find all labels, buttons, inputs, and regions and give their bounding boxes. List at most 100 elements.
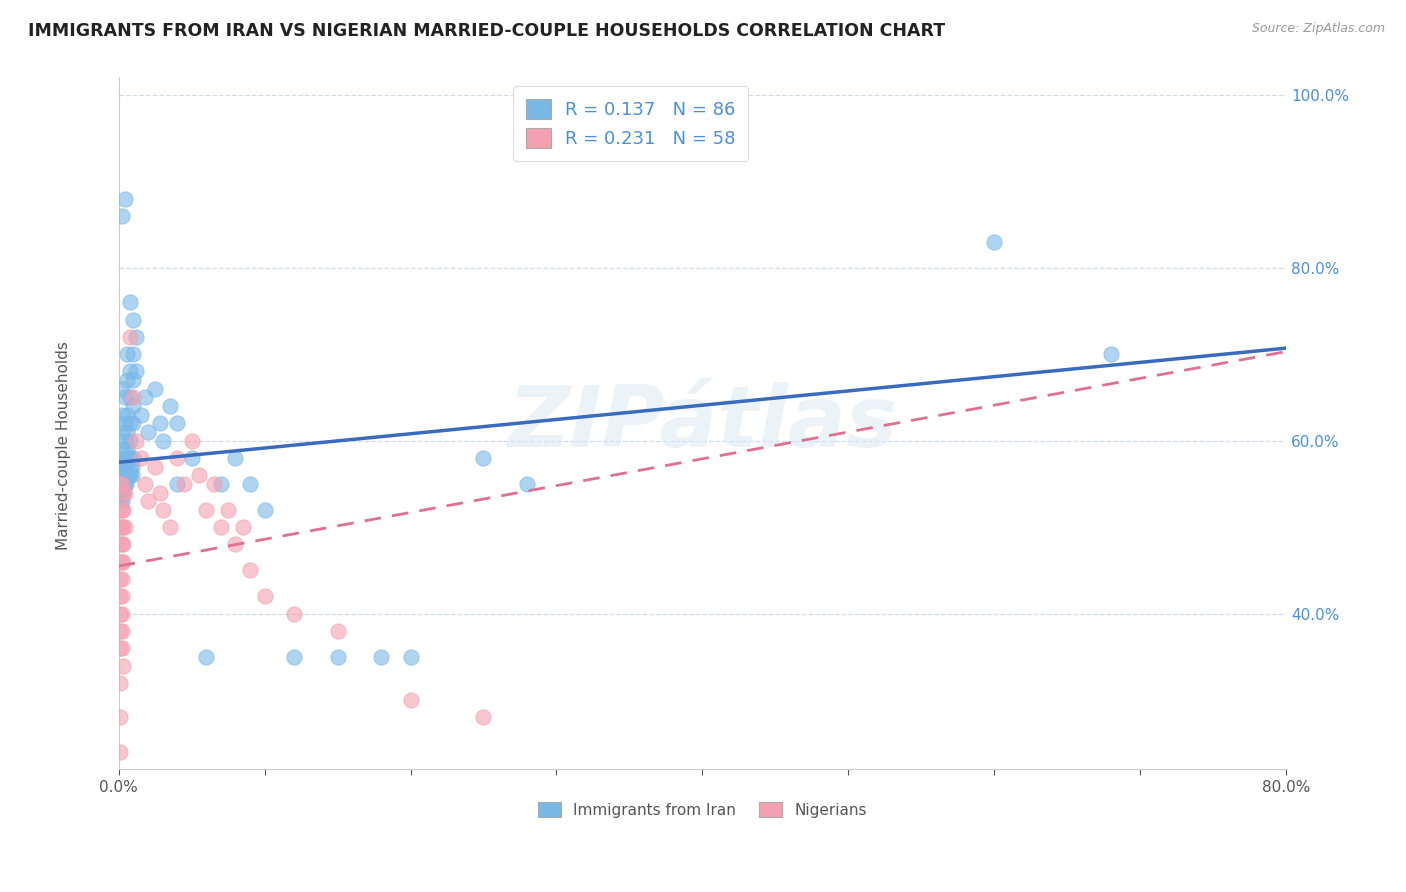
- Point: [114, 434, 136, 448]
- Point: [114, 192, 136, 206]
- Point: [111, 468, 134, 483]
- Point: [399, 693, 422, 707]
- Point: [180, 434, 202, 448]
- Point: [117, 425, 139, 439]
- Point: [472, 710, 495, 724]
- Point: [149, 485, 172, 500]
- Point: [108, 641, 131, 656]
- Point: [111, 485, 134, 500]
- Point: [283, 607, 305, 621]
- Point: [112, 555, 135, 569]
- Point: [125, 364, 148, 378]
- Point: [209, 520, 232, 534]
- Point: [166, 450, 188, 465]
- Point: [134, 476, 156, 491]
- Point: [152, 503, 174, 517]
- Point: [111, 555, 134, 569]
- Point: [326, 649, 349, 664]
- Point: [239, 563, 262, 577]
- Point: [114, 417, 136, 431]
- Point: [136, 425, 159, 439]
- Point: [253, 590, 276, 604]
- Point: [111, 572, 134, 586]
- Point: [122, 391, 145, 405]
- Point: [115, 468, 138, 483]
- Point: [117, 347, 139, 361]
- Point: [111, 459, 134, 474]
- Point: [108, 476, 131, 491]
- Point: [143, 459, 166, 474]
- Point: [217, 503, 239, 517]
- Point: [134, 391, 156, 405]
- Point: [120, 468, 142, 483]
- Point: [111, 607, 134, 621]
- Point: [188, 468, 211, 483]
- Point: [117, 450, 139, 465]
- Point: [111, 641, 134, 656]
- Point: [111, 408, 134, 422]
- Point: [115, 476, 138, 491]
- Point: [108, 745, 131, 759]
- Point: [111, 590, 134, 604]
- Point: [108, 555, 131, 569]
- Point: [111, 209, 134, 223]
- Point: [114, 391, 136, 405]
- Point: [112, 658, 135, 673]
- Point: [253, 503, 276, 517]
- Point: [108, 468, 131, 483]
- Point: [111, 537, 134, 551]
- Point: [108, 494, 131, 508]
- Point: [111, 503, 134, 517]
- Point: [114, 468, 136, 483]
- Point: [121, 468, 143, 483]
- Point: [516, 476, 538, 491]
- Point: [283, 649, 305, 664]
- Point: [120, 417, 142, 431]
- Point: [159, 399, 181, 413]
- Point: [112, 537, 135, 551]
- Point: [120, 391, 142, 405]
- Point: [111, 476, 134, 491]
- Point: [122, 417, 145, 431]
- Point: [120, 434, 142, 448]
- Point: [112, 503, 135, 517]
- Point: [117, 408, 139, 422]
- Point: [111, 494, 134, 508]
- Text: ZIPátlas: ZIPátlas: [508, 382, 897, 465]
- Point: [108, 624, 131, 638]
- Point: [114, 520, 136, 534]
- Point: [370, 649, 392, 664]
- Point: [125, 330, 148, 344]
- Text: IMMIGRANTS FROM IRAN VS NIGERIAN MARRIED-COUPLE HOUSEHOLDS CORRELATION CHART: IMMIGRANTS FROM IRAN VS NIGERIAN MARRIED…: [28, 22, 945, 40]
- Point: [118, 450, 141, 465]
- Point: [195, 649, 218, 664]
- Point: [121, 459, 143, 474]
- Point: [202, 476, 225, 491]
- Point: [117, 468, 139, 483]
- Text: Source: ZipAtlas.com: Source: ZipAtlas.com: [1251, 22, 1385, 36]
- Point: [117, 373, 139, 387]
- Point: [112, 476, 135, 491]
- Point: [152, 434, 174, 448]
- Point: [112, 468, 135, 483]
- Point: [122, 312, 145, 326]
- Point: [166, 417, 188, 431]
- Point: [114, 450, 136, 465]
- Point: [326, 624, 349, 638]
- Point: [108, 459, 131, 474]
- Point: [111, 425, 134, 439]
- Point: [122, 347, 145, 361]
- Point: [122, 450, 145, 465]
- Point: [209, 476, 232, 491]
- Point: [112, 459, 135, 474]
- Point: [472, 450, 495, 465]
- Point: [120, 459, 142, 474]
- Point: [149, 417, 172, 431]
- Point: [224, 537, 246, 551]
- Point: [108, 476, 131, 491]
- Point: [399, 649, 422, 664]
- Point: [112, 520, 135, 534]
- Point: [125, 434, 148, 448]
- Point: [129, 408, 152, 422]
- Point: [120, 330, 142, 344]
